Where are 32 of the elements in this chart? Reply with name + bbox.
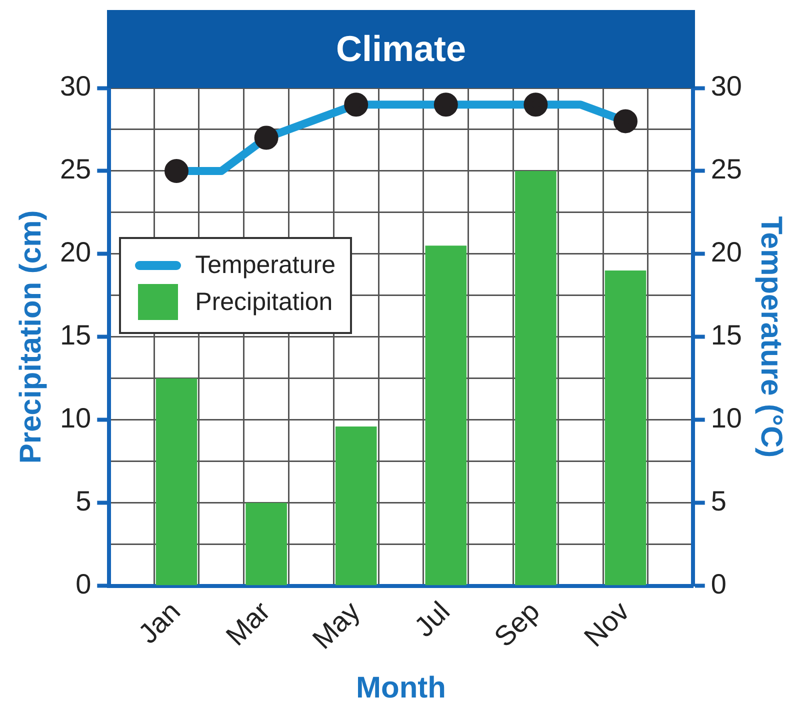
y2-tick-label: 15: [710, 320, 742, 351]
bar: [335, 426, 377, 586]
legend-label: Precipitation: [195, 288, 333, 317]
y-tick-label: 5: [76, 486, 92, 517]
y-tick-label: 15: [60, 320, 92, 351]
bar: [515, 170, 556, 586]
y-tick-label: 25: [60, 154, 92, 185]
bar: [604, 270, 646, 586]
y-tick-label: 20: [60, 236, 92, 268]
y2-tick-label: 20: [710, 236, 742, 268]
y2-tick-label: 30: [710, 70, 742, 102]
y-tick-label: 0: [76, 568, 92, 600]
x-tick-label: Nov: [578, 595, 636, 653]
chart-title: Climate: [107, 10, 695, 88]
x-tick-label: Jan: [132, 595, 186, 650]
y2-tick-label: 0: [710, 568, 726, 600]
x-axis-title: Month: [356, 671, 446, 704]
y2-tick-label: 25: [710, 154, 742, 185]
x-tick-label: Sep: [488, 595, 546, 653]
y2-tick-label: 10: [710, 402, 742, 434]
x-tick-label: Mar: [220, 595, 276, 652]
y-tick-label: 10: [60, 402, 92, 434]
legend-label: Temperature: [195, 251, 336, 280]
y2-tick-label: 5: [710, 486, 726, 517]
x-tick-label: May: [306, 595, 366, 655]
x-tick-label: Jul: [408, 595, 456, 643]
bar: [246, 502, 287, 586]
y2-axis-title: Temperature (°C): [754, 216, 788, 458]
bar: [156, 378, 198, 586]
y-tick-label: 30: [60, 70, 92, 102]
bar: [425, 246, 467, 586]
y-axis-title: Precipitation (cm): [14, 210, 48, 464]
